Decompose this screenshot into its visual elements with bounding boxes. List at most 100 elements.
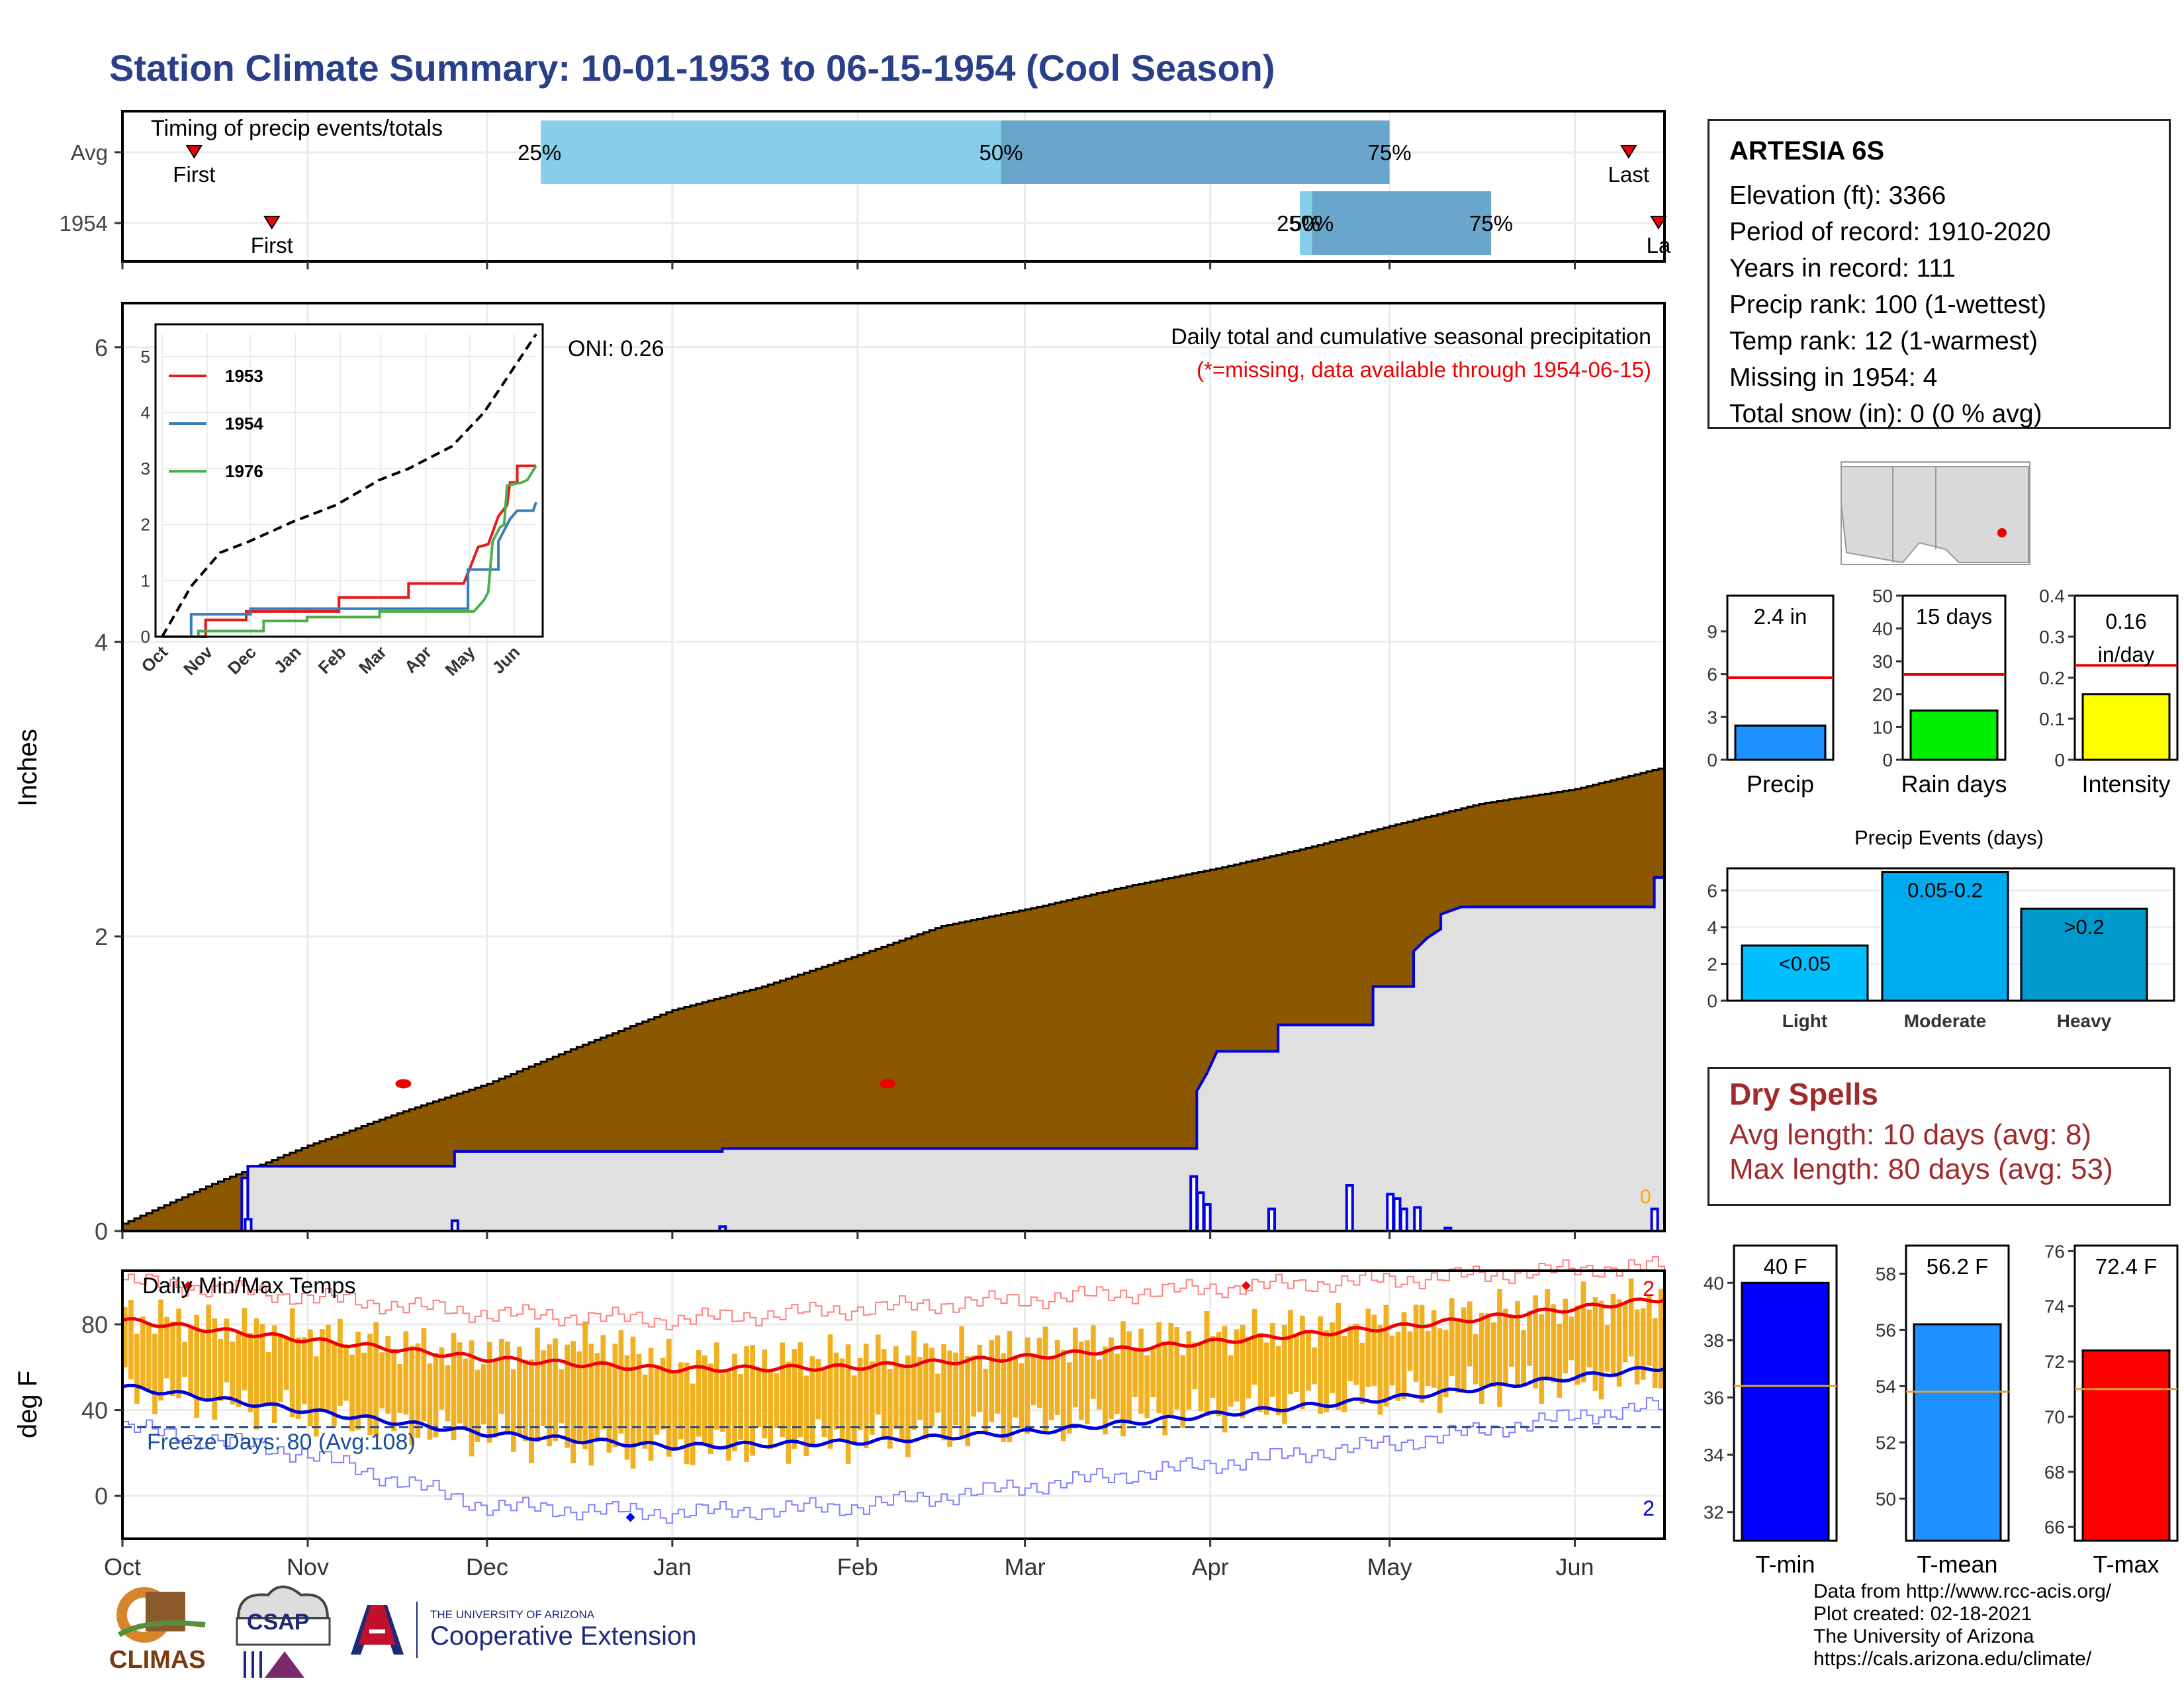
daily-precip-bar [244,1218,253,1232]
daily-temp-bar [1192,1342,1198,1390]
daily-temp-bar [1210,1336,1216,1398]
daily-temp-bar [1455,1318,1461,1393]
temp-ytick-label: 80 [81,1311,108,1338]
events-category-label: Heavy [2057,1011,2112,1031]
daily-precip-bar [1203,1203,1212,1233]
temp-ytick-label: 40 [81,1397,108,1424]
daily-temp-bar [469,1340,475,1457]
daily-temp-bar [1103,1346,1108,1435]
daily-temp-bar [708,1363,713,1454]
events-ytick-label: 6 [1707,880,1717,901]
daily-temp-bar [265,1351,271,1406]
daily-temp-bar [480,1364,486,1425]
daily-temp-bar [283,1335,289,1390]
daily-temp-bar [827,1334,833,1449]
temp-xtick-label: Apr [1192,1553,1229,1580]
daily-temp-bar [236,1332,242,1407]
gauge-ytick-label: 32 [1704,1502,1724,1523]
daily-temp-bar [1186,1331,1192,1410]
daily-temp-bar [427,1363,433,1440]
daily-temp-bar [600,1335,606,1430]
timing-border [121,110,1666,263]
daily-temp-bar [911,1330,917,1430]
daily-temp-bar [1275,1346,1281,1416]
daily-temp-bar [1598,1301,1604,1400]
daily-temp-bar [1413,1304,1419,1383]
events-bar [2020,907,2148,1002]
gauge-axis-label: Intensity [2081,770,2170,798]
timing-p25-label: 25% [518,140,561,165]
daily-temp-bar [744,1346,749,1463]
daily-temp-bar [122,1307,128,1368]
temp-plot-border [121,1269,1666,1540]
daily-temp-bar [624,1355,630,1460]
daily-temp-bar [893,1346,899,1430]
daily-temp-bar [1473,1334,1479,1385]
precip-ylabel: Inches [13,729,42,807]
daily-temp-bar [559,1369,564,1424]
daily-temp-bar [1024,1337,1030,1434]
daily-temp-bar [1174,1327,1180,1410]
daily-temp-bar [415,1343,421,1438]
daily-temp-bar [1574,1305,1580,1385]
gauge-value-label: 56.2 F [1927,1254,1989,1279]
gauge-ytick-label: 30 [1872,651,1893,672]
daily-temp-bar [200,1332,206,1400]
daily-temp-bar [959,1326,965,1437]
daily-temp-bar [630,1336,636,1469]
inset-series-line [162,465,537,638]
daily-temp-bar [1336,1303,1341,1410]
daily-temp-bar [1443,1330,1449,1398]
daily-temp-bar [1168,1322,1174,1416]
events-category-label: Light [1782,1011,1827,1031]
daily-temp-bar [1306,1330,1311,1391]
daily-temp-bar [995,1335,1001,1414]
daily-temp-bar [1084,1340,1090,1424]
daily-temp-bar [313,1356,319,1437]
daily-temp-bar [786,1361,792,1464]
temp-xtick-label: Jun [1556,1553,1594,1580]
daily-temp-bar [164,1316,169,1379]
daily-temp-bar [355,1332,361,1430]
station-line: Elevation (ft): 3366 [1729,181,1946,210]
daily-temp-bar [929,1348,934,1427]
station-line: Total snow (in): 0 (0 % avg) [1729,400,2042,428]
daily-temp-bar [1449,1298,1455,1377]
daily-temp-bar [403,1331,409,1415]
daily-temp-bar [128,1299,134,1380]
daily-temp-bar [576,1351,582,1443]
daily-temp-bar [409,1346,415,1445]
timing-p50-label: 50% [979,140,1023,165]
daily-temp-bar [338,1318,343,1406]
gauge-ytick-label: 40 [1872,619,1893,639]
gauge-value-label: 0.16 [2105,610,2146,633]
daily-temp-bar [774,1373,780,1428]
daily-temp-bar [1263,1342,1269,1415]
precip-zero-label: 0 [1640,1186,1651,1208]
daily-temp-bar [1407,1331,1413,1371]
gauge-ytick-label: 9 [1707,621,1717,642]
daily-temp-bar [504,1341,510,1434]
precip-annotation-title: Daily total and cumulative seasonal prec… [1171,324,1651,349]
gauge-ytick-label: 0 [2054,750,2065,770]
daily-temp-bar [1509,1316,1514,1367]
daily-temp-bar [301,1337,307,1404]
daily-temp-bar [188,1327,194,1396]
inset-border [154,323,544,638]
daily-temp-bar [917,1357,923,1420]
daily-temp-bar [529,1359,534,1463]
station-line: Missing in 1954: 4 [1729,363,1938,392]
daily-temp-bar [1097,1359,1102,1410]
daily-temp-bar [1132,1348,1138,1397]
daily-temp-bar [206,1304,212,1400]
daily-temp-bar [259,1324,265,1407]
daily-temp-bar [475,1369,480,1442]
daily-temp-bar [421,1328,427,1422]
daily-temp-bar [152,1333,158,1414]
daily-temp-bar [517,1346,522,1435]
csap-logo-text: CSAP [247,1610,309,1635]
daily-temp-bar [803,1375,809,1457]
daily-temp-bar [1030,1356,1036,1406]
daily-temp-bar [1586,1309,1592,1368]
inset-ytick-label: 1 [141,571,150,590]
